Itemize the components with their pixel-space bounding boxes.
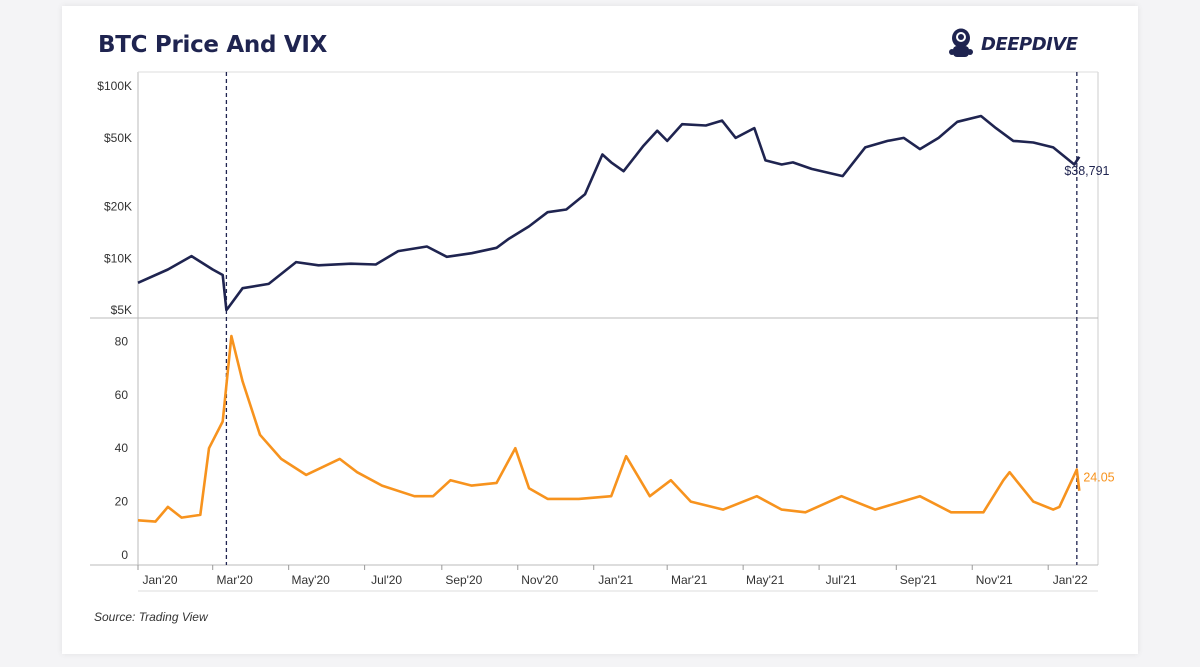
x-tick-label: Nov'21 [976, 573, 1013, 587]
chart-card [62, 6, 1138, 654]
btc-y-tick-label: $50K [104, 131, 132, 145]
x-tick-label: Mar'21 [671, 573, 708, 587]
x-tick-label: Nov'20 [521, 573, 558, 587]
x-tick-label: Mar'20 [217, 573, 254, 587]
x-tick-label: Jan'20 [143, 573, 178, 587]
x-tick-label: Sep'20 [445, 573, 482, 587]
btc-y-tick-label: $5K [111, 303, 132, 317]
x-tick-label: Jan'21 [598, 573, 633, 587]
btc-price-line [137, 114, 1081, 312]
x-tick-label: Sep'21 [900, 573, 937, 587]
vix-y-tick-label: 60 [115, 388, 129, 402]
vix-y-tick-label: 0 [121, 548, 128, 562]
x-tick-label: Jan'22 [1053, 573, 1088, 587]
brand-name: DEEPDIVE [981, 33, 1078, 55]
btc-y-tick-label: $100K [97, 79, 132, 93]
vix-y-tick-label: 20 [115, 495, 129, 509]
x-tick-label: Jul'21 [826, 573, 857, 587]
brand-logo: DEEPDIVE [947, 26, 1078, 62]
diver-helmet-icon [949, 28, 973, 57]
x-tick-label: May'20 [292, 573, 331, 587]
x-tick-label: May'21 [746, 573, 785, 587]
vix-end-label: 24.05 [1083, 471, 1114, 485]
chart-title: BTC Price And VIX [98, 32, 328, 58]
vix-y-tick-label: 80 [115, 334, 129, 348]
vix-line [137, 334, 1081, 523]
source-note: Source: Trading View [94, 610, 208, 624]
btc-end-label: $38,791 [1064, 164, 1109, 178]
btc-y-tick-label: $20K [104, 199, 132, 213]
btc-y-tick-label: $10K [104, 251, 132, 265]
x-tick-label: Jul'20 [371, 573, 402, 587]
vix-y-tick-label: 40 [115, 441, 129, 455]
